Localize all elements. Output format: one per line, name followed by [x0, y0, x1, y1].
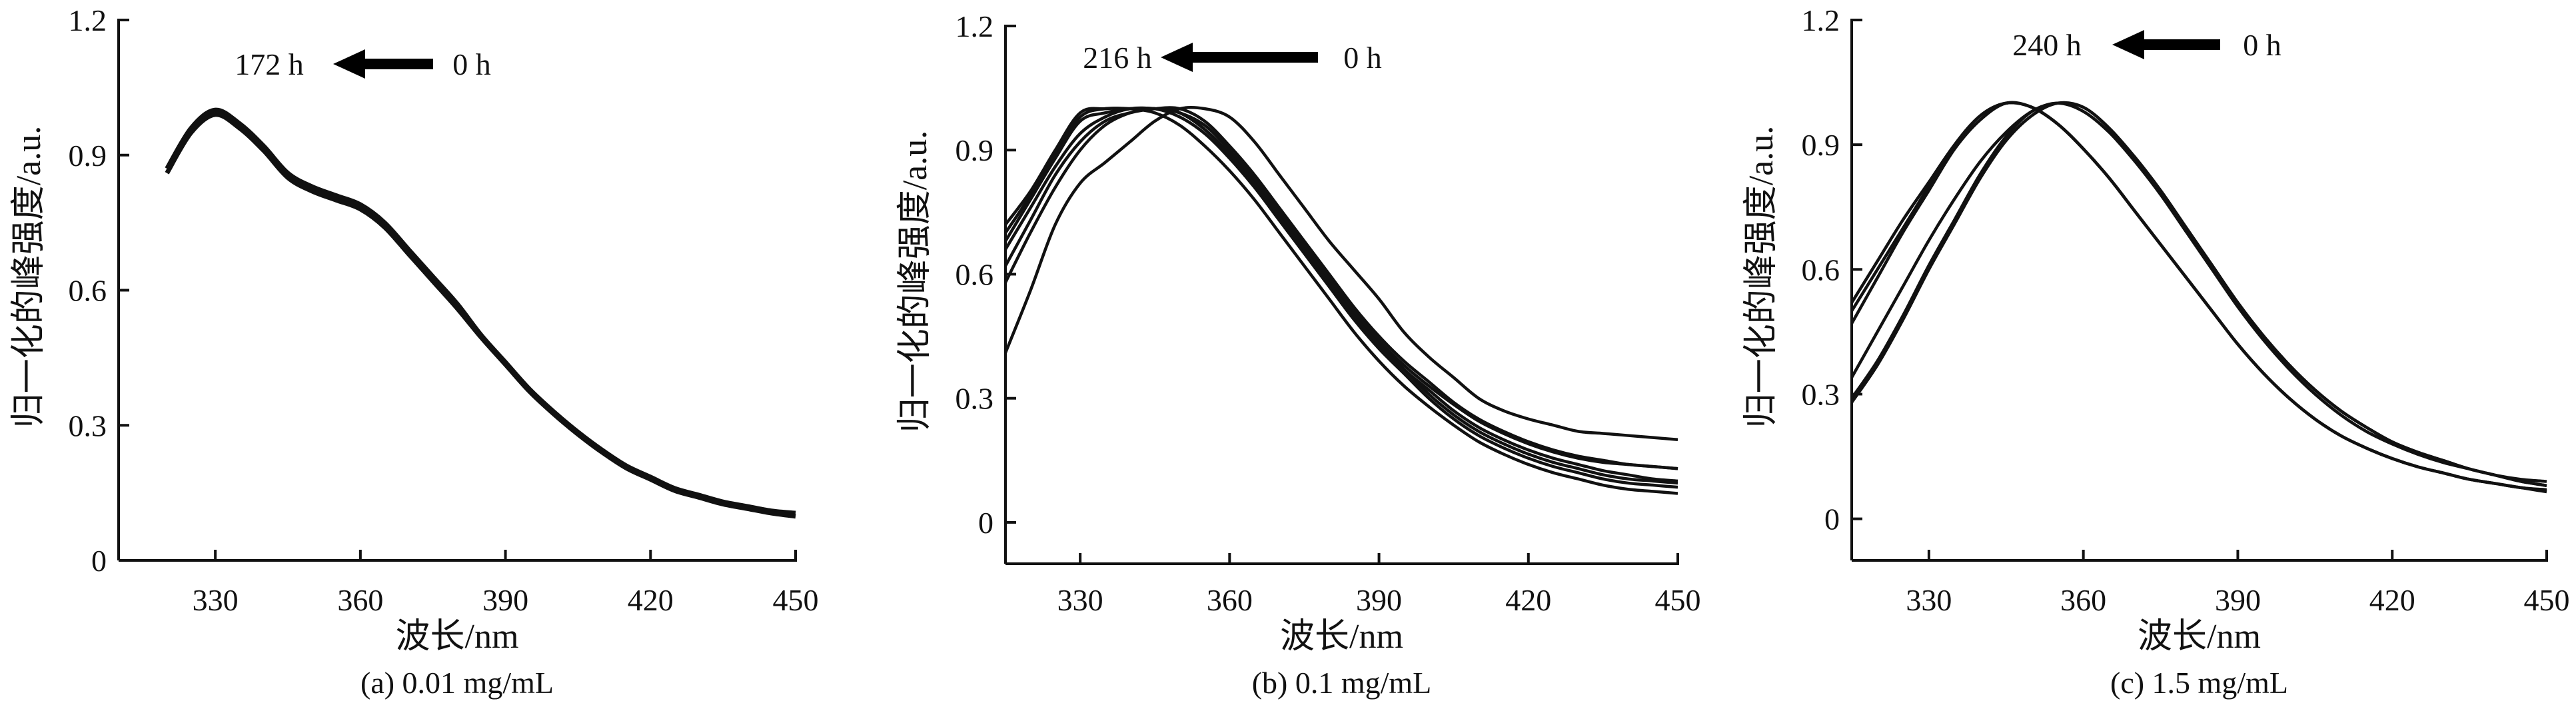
panel-c: 0 0.3 0.6 0.9 1.2 330 360 390 420 450 波长/nm 归一化的峰强度…	[1742, 3, 2570, 700]
x-tick-label: 390	[1356, 583, 1402, 617]
y-tick-label: 0.3	[1802, 377, 1840, 411]
series-line-s6	[1850, 101, 2547, 487]
arrow-left-icon	[333, 49, 365, 79]
annotation-end-time: 172 h	[235, 47, 304, 81]
y-tick-label: 0	[91, 544, 107, 578]
y-tick-label: 0.6	[69, 274, 107, 308]
series-line-0-h	[165, 107, 796, 516]
y-axis-label: 归一化的峰强度/a.u.	[1742, 126, 1780, 428]
panel-b: 0 0.3 0.6 0.9 1.2 330 360 390 420 450 波长/nm 归一化的峰强度…	[896, 9, 1701, 700]
x-tick-label: 420	[628, 583, 674, 617]
x-tick-label: 420	[1505, 583, 1551, 617]
x-tick-label: 330	[1057, 583, 1103, 617]
annotation-start-time: 0 h	[452, 47, 491, 81]
y-tick-label: 0	[1824, 502, 1840, 536]
x-tick-label: 360	[337, 583, 383, 617]
series-line-s4	[1004, 106, 1678, 483]
y-tick-label: 0.9	[69, 139, 107, 173]
annotation-end-time: 240 h	[2012, 28, 2082, 62]
annotation-end-time: 216 h	[1083, 41, 1152, 75]
y-tick-label: 0.9	[1802, 128, 1840, 162]
y-tick-label: 1.2	[956, 9, 994, 43]
x-axis-label: 波长/nm	[396, 618, 519, 656]
y-tick-label: 1.2	[1802, 3, 1840, 37]
series-line-172-h	[165, 112, 796, 519]
x-tick-label: 360	[1207, 583, 1253, 617]
y-tick-label: 0.3	[956, 382, 994, 416]
panel-caption: (a) 0.01 mg/mL	[360, 666, 554, 700]
y-axis-label: 归一化的峰强度/a.u.	[10, 126, 48, 428]
x-tick-label: 330	[1906, 583, 1952, 617]
annotation-start-time: 0 h	[2243, 28, 2281, 62]
y-tick-label: 1.2	[69, 3, 107, 37]
y-tick-label: 0.3	[69, 408, 107, 442]
panel-a: 0 0.3 0.6 0.9 1.2 330 360 390 420 450 波长/nm 归一化的峰强度…	[10, 3, 819, 700]
y-tick-label: 0.6	[1802, 253, 1840, 287]
series-line-s5	[1004, 106, 1678, 470]
x-tick-label: 450	[1655, 583, 1701, 617]
x-tick-label: 420	[2369, 583, 2415, 617]
x-tick-label: 360	[2060, 583, 2106, 617]
arrow-left-icon	[2112, 30, 2144, 59]
series-line-s4	[1850, 101, 2547, 483]
y-tick-label: 0.9	[956, 133, 994, 167]
series-line-s7	[1003, 105, 1678, 442]
x-tick-label: 330	[193, 583, 239, 617]
x-tick-label: 390	[482, 583, 528, 617]
y-tick-label: 0.6	[956, 257, 994, 291]
y-tick-label: 0	[978, 506, 993, 540]
series-line-s3	[1850, 101, 2547, 494]
panel-caption: (c) 1.5 mg/mL	[2110, 666, 2288, 700]
y-axis-label: 归一化的峰强度/a.u.	[896, 131, 934, 433]
x-axis-label: 波长/nm	[1280, 618, 1403, 656]
annotation-start-time: 0 h	[1343, 41, 1382, 75]
series-line-s6	[1003, 107, 1678, 470]
x-tick-label: 450	[2524, 583, 2570, 617]
x-tick-label: 450	[773, 583, 819, 617]
arrow-left-icon	[1161, 43, 1193, 72]
panel-caption: (b) 0.1 mg/mL	[1252, 666, 1432, 700]
x-axis-label: 波长/nm	[2138, 618, 2261, 656]
x-tick-label: 390	[2215, 583, 2261, 617]
series-line-s2	[1004, 106, 1678, 489]
